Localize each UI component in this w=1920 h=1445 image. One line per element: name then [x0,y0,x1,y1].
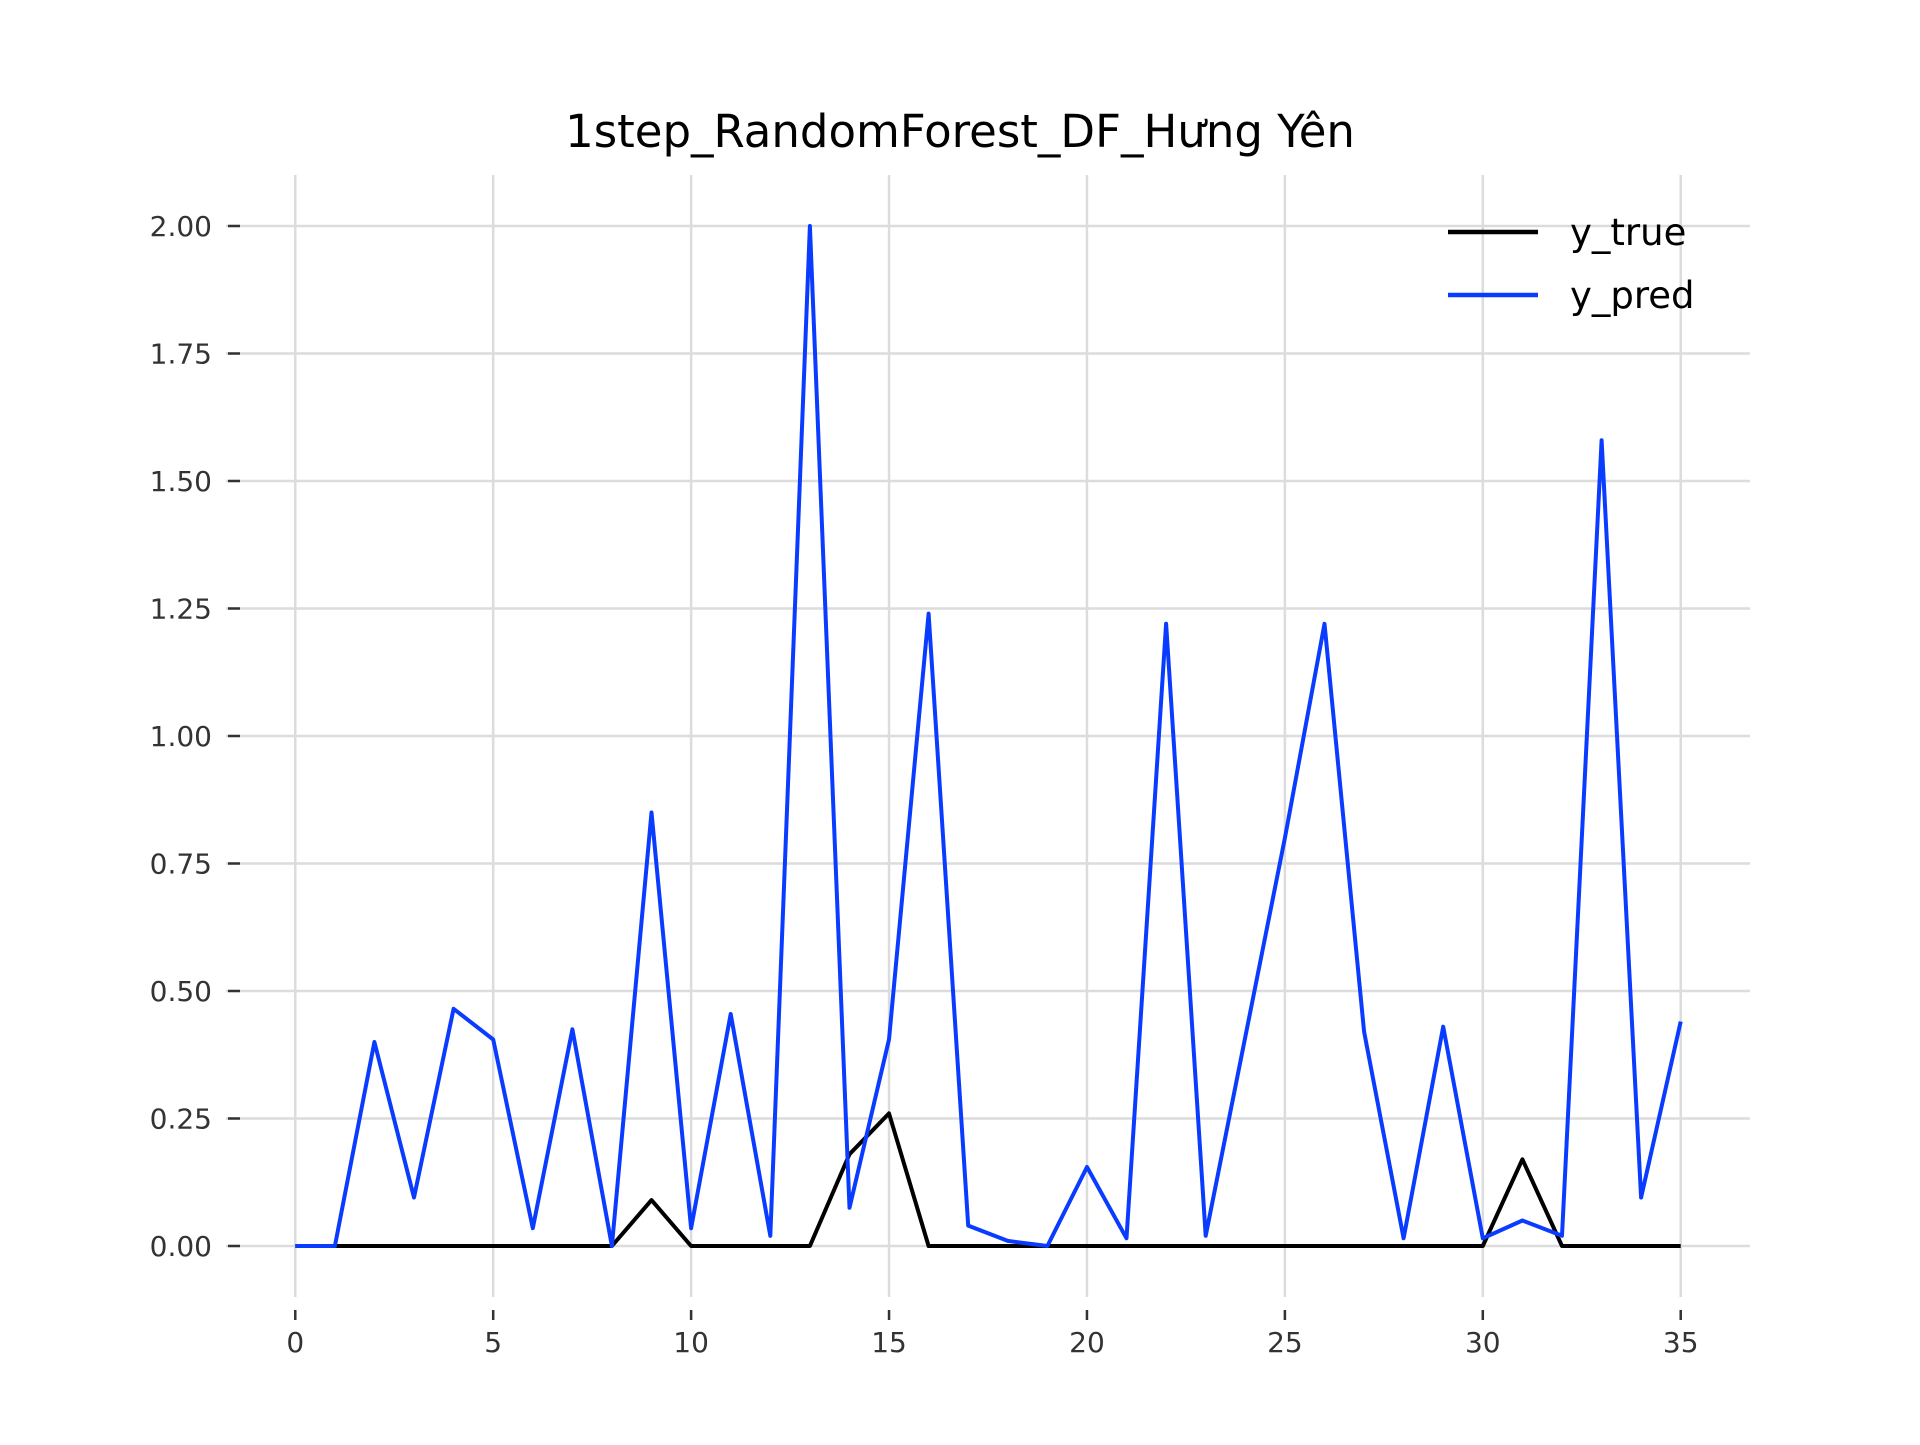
y-tick-label: 0.00 [150,1230,212,1263]
y-tick-label: 2.00 [150,210,212,243]
x-tick-label: 20 [1069,1326,1105,1359]
legend-label-y-pred: y_pred [1570,274,1695,317]
y-tick-label: 1.00 [150,720,212,753]
x-tick-label: 5 [484,1326,502,1359]
x-tick-label: 0 [286,1326,304,1359]
x-tick-label: 25 [1267,1326,1303,1359]
chart-title: 1step_RandomForest_DF_Hưng Yên [565,105,1355,158]
y-tick-label: 0.50 [150,975,212,1008]
series-line-y-true [295,1111,1681,1248]
y-tick-label: 1.50 [150,465,212,498]
legend-label-y-true: y_true [1570,211,1686,254]
series-line-y-pred [295,224,1683,1248]
grid [226,175,1750,1297]
y-tick-label: 1.75 [150,338,212,371]
legend: y_true y_pred [1448,211,1695,317]
y-tick-label: 1.25 [150,593,212,626]
x-tick-label: 15 [871,1326,907,1359]
series-lines [295,224,1683,1248]
y-tick-label: 0.75 [150,848,212,881]
x-tick-label: 30 [1465,1326,1501,1359]
x-tick-label: 10 [673,1326,709,1359]
y-tick-label: 0.25 [150,1103,212,1136]
axes: 0 5 10 15 20 25 30 35 0.00 0.25 0.50 0.75 1.00 1.25 1.… [150,210,1699,1359]
x-tick-label: 35 [1663,1326,1699,1359]
